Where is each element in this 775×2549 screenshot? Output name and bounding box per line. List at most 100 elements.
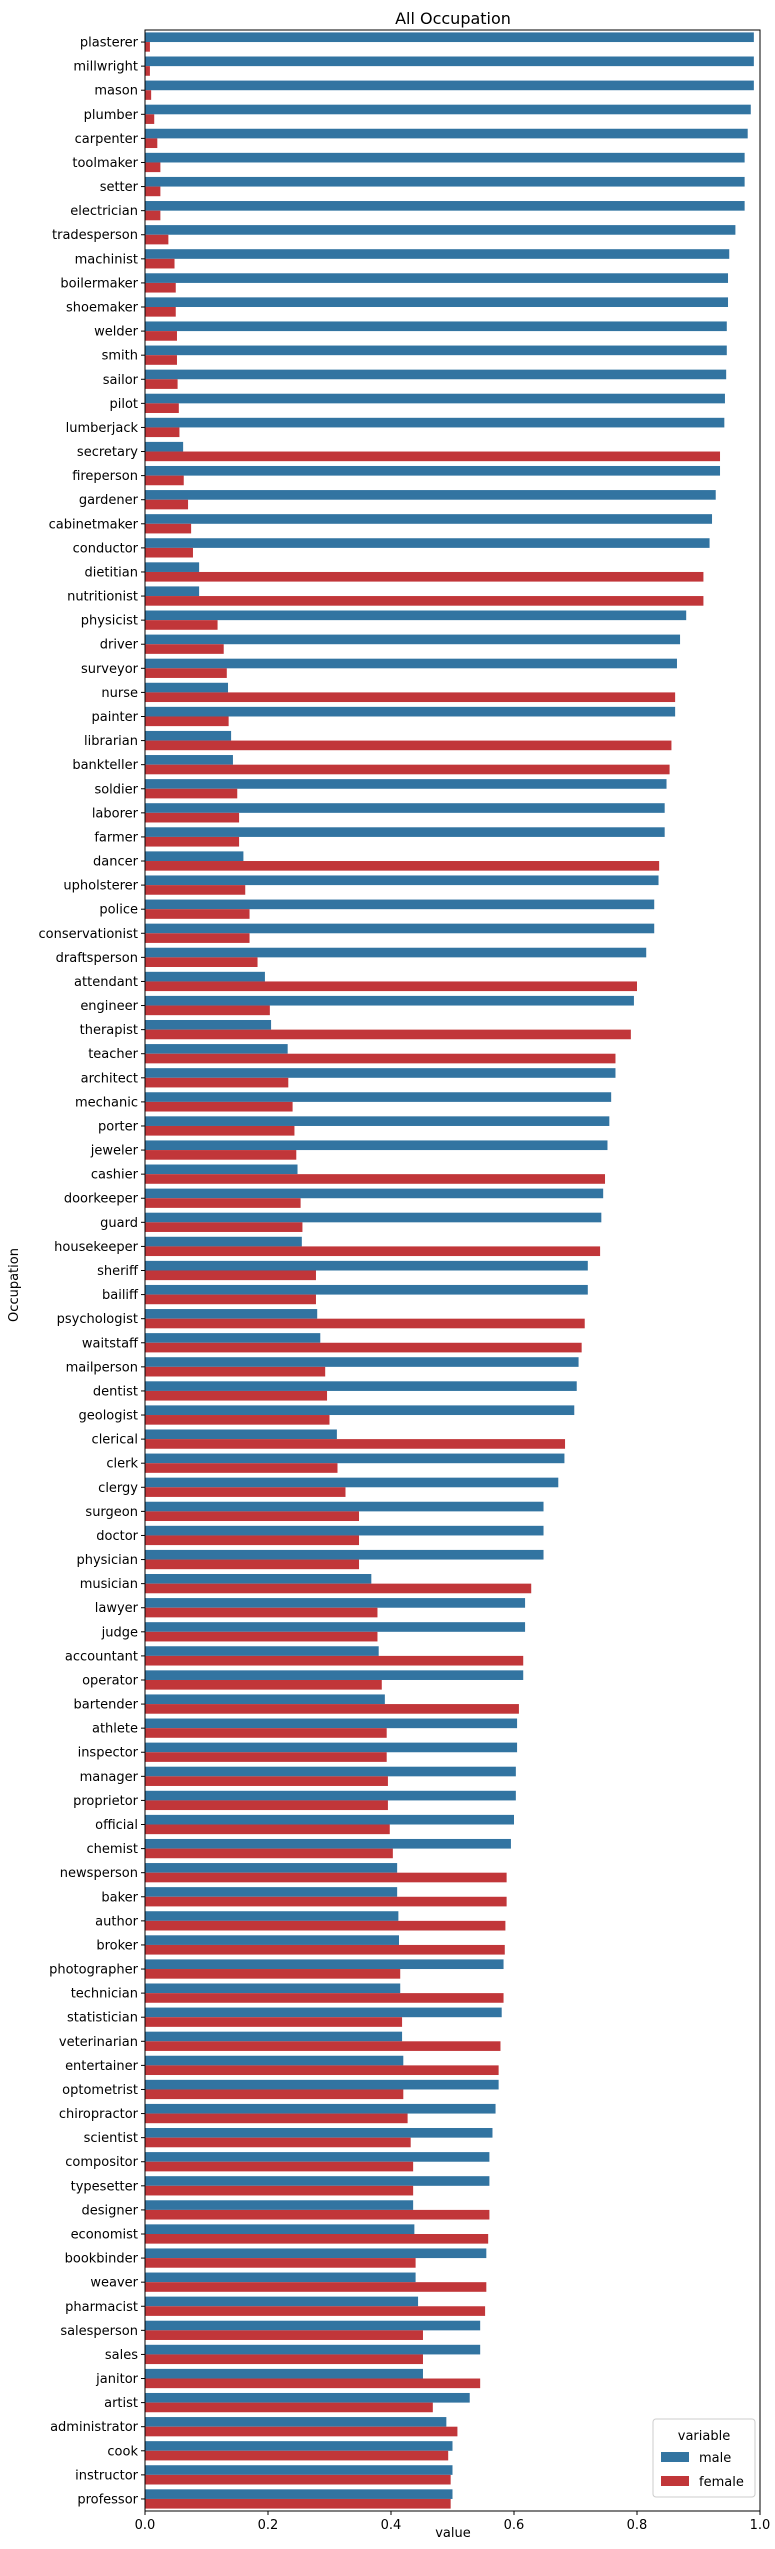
y-tick-label: lumberjack bbox=[66, 421, 139, 436]
bar-female-official bbox=[145, 1824, 390, 1835]
y-tick-label: musician bbox=[80, 1577, 138, 1592]
y-tick-label: painter bbox=[91, 710, 138, 725]
y-tick-label: soldier bbox=[94, 782, 138, 797]
bar-male-newsperson bbox=[145, 1863, 398, 1873]
y-tick-label: bartender bbox=[74, 1698, 139, 1713]
bar-male-salesperson bbox=[145, 2320, 481, 2331]
y-tick-layer: plasterer millwright mason plumber carpenter… bbox=[39, 36, 145, 2507]
y-tick-label: welder bbox=[94, 325, 138, 340]
y-tick-label: accountant bbox=[65, 1649, 138, 1664]
y-tick-label: nurse bbox=[101, 686, 138, 701]
y-tick-label: boilermaker bbox=[60, 276, 138, 291]
bar-female-chiropractor bbox=[145, 2113, 408, 2124]
bar-female-painter bbox=[145, 716, 229, 727]
bar-male-instructor bbox=[145, 2465, 453, 2475]
bar-female-typesetter bbox=[145, 2185, 414, 2196]
legend-title: variable bbox=[678, 2429, 730, 2444]
bar-male-dentist bbox=[145, 1381, 577, 1391]
bar-male-waitstaff bbox=[145, 1333, 321, 1343]
bar-male-laborer bbox=[145, 803, 665, 813]
bar-female-statistician bbox=[145, 2017, 403, 2027]
bar-male-upholsterer bbox=[145, 875, 659, 886]
bar-female-lumberjack bbox=[145, 427, 180, 438]
x-axis-label: value bbox=[435, 2526, 471, 2541]
bar-male-athlete bbox=[145, 1718, 518, 1729]
y-tick-label: bailiff bbox=[102, 1288, 139, 1303]
bar-female-broker bbox=[145, 1944, 505, 1955]
y-tick-label: dancer bbox=[93, 855, 139, 870]
bar-female-draftsperson bbox=[145, 957, 258, 967]
bar-male-technician bbox=[145, 1983, 401, 1994]
y-tick-label: conservationist bbox=[39, 927, 139, 942]
bar-female-technician bbox=[145, 1993, 504, 2003]
y-tick-label: pharmacist bbox=[65, 2300, 138, 2315]
bar-female-nurse bbox=[145, 692, 676, 703]
x-tick-label: 0.2 bbox=[258, 2518, 279, 2533]
bar-male-bookbinder bbox=[145, 2248, 487, 2259]
y-tick-label: surveyor bbox=[81, 662, 139, 677]
bar-female-welder bbox=[145, 331, 177, 341]
y-tick-label: scientist bbox=[84, 2131, 138, 2146]
bar-male-artist bbox=[145, 2392, 470, 2403]
y-tick-label: surgeon bbox=[85, 1505, 138, 1520]
y-tick-label: machinist bbox=[75, 252, 138, 267]
y-tick-label: tradesperson bbox=[52, 228, 138, 243]
bar-female-laborer bbox=[145, 812, 240, 823]
y-tick-label: upholsterer bbox=[63, 879, 138, 894]
bar-male-nutritionist bbox=[145, 586, 200, 597]
y-tick-label: architect bbox=[81, 1071, 138, 1086]
y-tick-label: engineer bbox=[80, 999, 138, 1014]
y-tick-label: housekeeper bbox=[54, 1240, 139, 1255]
bar-female-fireperson bbox=[145, 475, 184, 486]
bar-female-geologist bbox=[145, 1415, 330, 1425]
bar-male-driver bbox=[145, 634, 681, 645]
bar-female-sailor bbox=[145, 379, 178, 389]
bar-male-physician bbox=[145, 1549, 544, 1560]
bar-female-author bbox=[145, 1920, 506, 1931]
y-tick-label: manager bbox=[80, 1770, 139, 1785]
y-tick-label: geologist bbox=[78, 1409, 138, 1424]
bar-female-compositor bbox=[145, 2161, 414, 2172]
bar-male-janitor bbox=[145, 2368, 423, 2379]
bar-male-clerical bbox=[145, 1429, 337, 1440]
y-tick-label: photographer bbox=[49, 1963, 139, 1978]
x-tick-label: 0.8 bbox=[627, 2518, 648, 2533]
bar-female-smith bbox=[145, 355, 177, 365]
bar-female-millwright bbox=[145, 66, 150, 76]
bar-male-painter bbox=[145, 706, 676, 717]
bar-male-electrician bbox=[145, 201, 745, 211]
y-tick-label: dietitian bbox=[85, 565, 139, 580]
bar-female-pharmacist bbox=[145, 2306, 486, 2316]
legend-label-female: female bbox=[699, 2475, 744, 2490]
bar-male-fireperson bbox=[145, 465, 721, 476]
bar-male-operator bbox=[145, 1670, 524, 1680]
bar-female-bookbinder bbox=[145, 2258, 416, 2268]
y-tick-label: attendant bbox=[74, 975, 138, 990]
x-tick-layer: 0.0 0.2 0.4 0.6 0.8 1.0 bbox=[135, 2511, 771, 2533]
x-tick-label: 0.0 bbox=[135, 2518, 156, 2533]
y-tick-label: professor bbox=[77, 2492, 138, 2507]
bar-male-designer bbox=[145, 2200, 414, 2210]
y-tick-label: porter bbox=[98, 1119, 139, 1134]
bar-female-dancer bbox=[145, 861, 660, 871]
y-tick-label: doorkeeper bbox=[64, 1192, 139, 1207]
y-tick-label: clergy bbox=[98, 1481, 138, 1496]
bar-male-clerk bbox=[145, 1453, 565, 1464]
bar-female-bailiff bbox=[145, 1294, 316, 1305]
bar-male-geologist bbox=[145, 1405, 575, 1416]
y-tick-label: sailor bbox=[103, 373, 139, 388]
y-tick-label: administrator bbox=[50, 2420, 139, 2435]
y-tick-label: draftsperson bbox=[56, 951, 138, 966]
y-tick-label: laborer bbox=[92, 806, 139, 821]
bar-male-doctor bbox=[145, 1525, 544, 1536]
bar-female-weaver bbox=[145, 2282, 487, 2292]
bar-male-farmer bbox=[145, 827, 665, 837]
bar-female-conservationist bbox=[145, 933, 250, 943]
bar-male-clergy bbox=[145, 1477, 559, 1488]
bar-male-nurse bbox=[145, 682, 229, 693]
bar-male-smith bbox=[145, 345, 727, 356]
bar-female-plumber bbox=[145, 114, 155, 124]
x-tick-label: 1.0 bbox=[750, 2518, 771, 2533]
bar-male-proprietor bbox=[145, 1790, 516, 1801]
bar-female-librarian bbox=[145, 740, 672, 751]
